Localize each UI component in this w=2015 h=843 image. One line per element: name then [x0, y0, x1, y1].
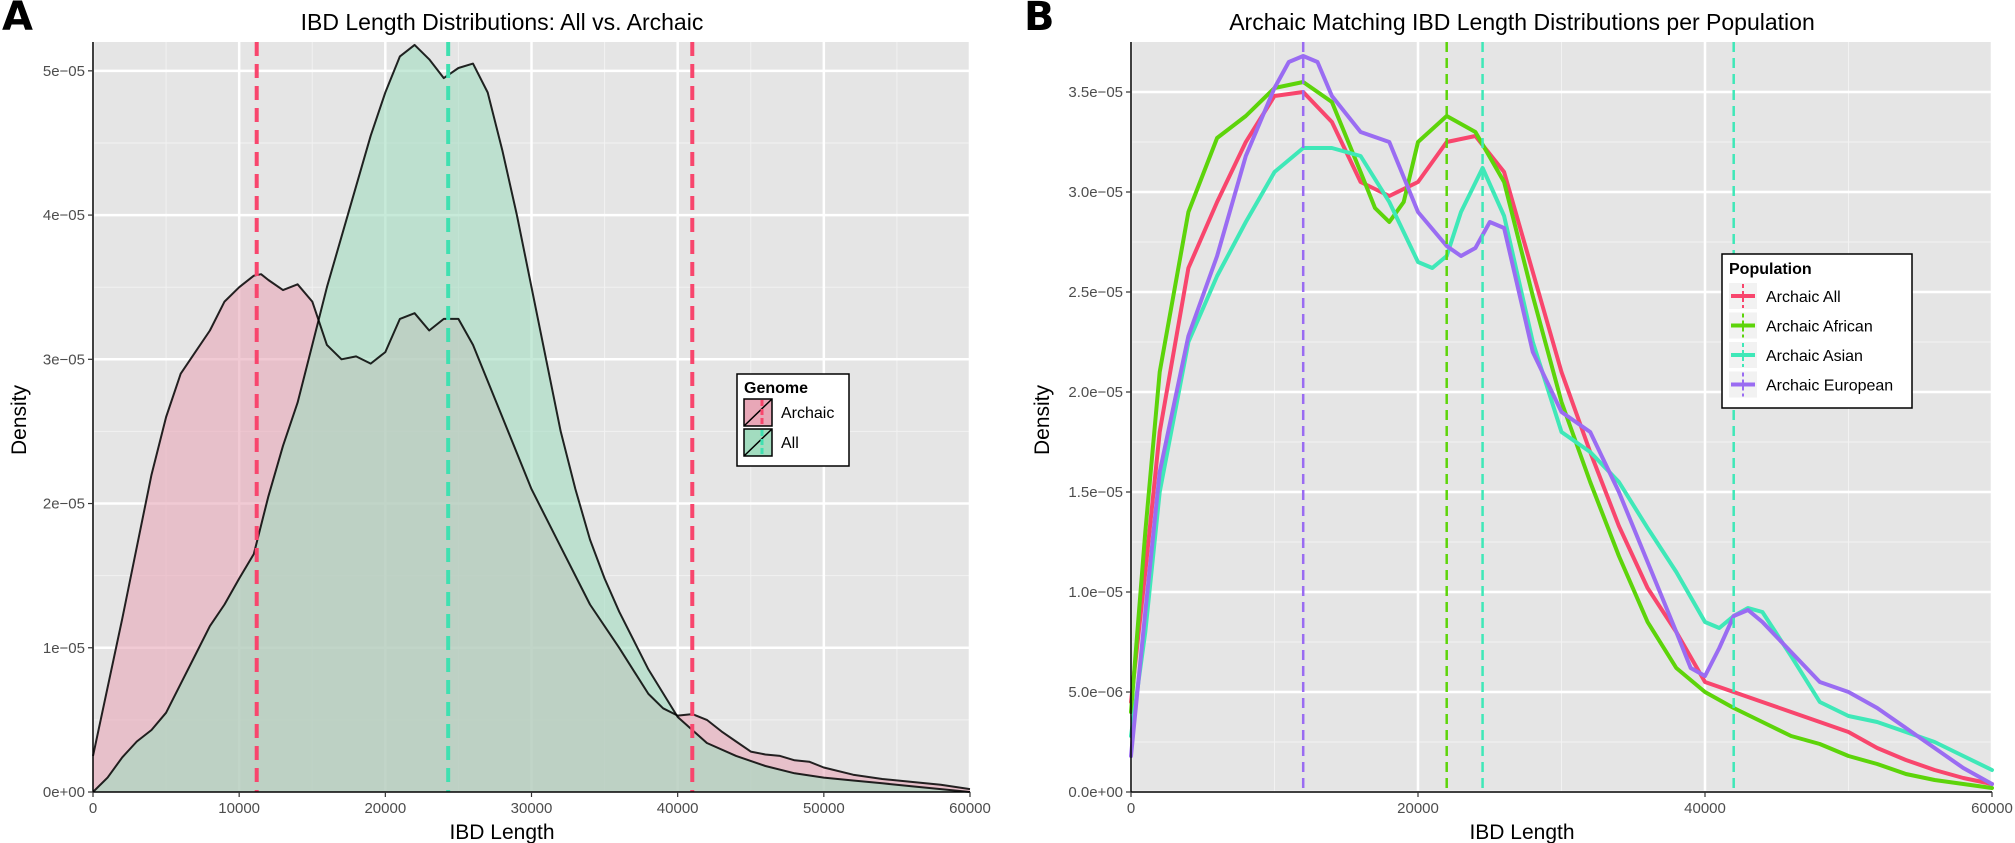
panel-a-legend-title: Genome	[744, 380, 808, 397]
panel-b-y-tick-label: 1.0e−05	[1068, 584, 1123, 601]
panel-a-x-tick-label: 20000	[364, 800, 406, 817]
panel-b-x-axis-title: IBD Length	[1469, 821, 1574, 843]
panel-b-legend-label: Archaic European	[1766, 378, 1893, 395]
panel-b-y-tick-label: 3.5e−05	[1068, 84, 1123, 101]
panel-b-legend-label: Archaic African	[1766, 319, 1873, 336]
panel-a: A IBD Length Distributions: All vs. Arch…	[2, 0, 991, 843]
panel-b-y-tick-label: 2.0e−05	[1068, 384, 1123, 401]
panel-b-y-tick-label: 2.5e−05	[1068, 284, 1123, 301]
panel-b-letter: B	[1024, 0, 1055, 40]
panel-b-legend-label: Archaic Asian	[1766, 348, 1863, 365]
panel-b-x-tick-label: 0	[1127, 800, 1135, 817]
panel-b-legend-entry-archaic-african: Archaic African	[1729, 312, 1873, 339]
panel-a-legend: Genome Archaic All	[736, 373, 850, 467]
panel-b-y-tick-label: 1.5e−05	[1068, 484, 1123, 501]
panel-a-area-all	[93, 44, 970, 792]
panel-a-y-tick-label: 0e+00	[43, 784, 85, 801]
panel-b-line-archaic-asian	[1129, 146, 1994, 772]
panel-b-x-tick-label: 60000	[1971, 800, 2013, 817]
panel-b-vlines	[1301, 42, 1735, 792]
panel-b-y-tick-label: 0.0e+00	[1068, 784, 1123, 801]
panel-a-x-ticks: 0 10000 20000 30000 40000 50000 60000	[89, 792, 991, 817]
panel-a-legend-entry-all: All	[743, 428, 799, 457]
panel-b-legend: Population Archaic All Archaic African Arc…	[1721, 253, 1913, 409]
panel-b-x-ticks: 0 20000 40000 60000	[1127, 792, 2013, 817]
panel-a-legend-entry-archaic: Archaic	[743, 398, 834, 427]
panel-a-density-areas	[92, 43, 971, 793]
panel-a-outline-all	[92, 43, 971, 793]
panel-b-x-tick-label: 40000	[1684, 800, 1726, 817]
panel-a-x-tick-label: 30000	[511, 800, 553, 817]
panel-b-legend-title: Population	[1729, 261, 1812, 278]
panel-b-density-lines	[1129, 54, 1994, 790]
panel-a-x-tick-label: 60000	[949, 800, 991, 817]
panel-a-y-tick-label: 3e−05	[43, 351, 85, 368]
panel-a-legend-key-slash	[743, 428, 773, 457]
panel-b-line-archaic-european	[1129, 54, 1994, 786]
panel-a-y-tick-label: 5e−05	[43, 63, 85, 80]
panel-a-y-axis-title: Density	[8, 384, 31, 455]
panel-a-x-tick-label: 50000	[803, 800, 845, 817]
panel-b-line-archaic-african	[1129, 80, 1994, 790]
panel-a-x-tick-label: 0	[89, 800, 97, 817]
panel-b-y-axis-title: Density	[1031, 384, 1054, 455]
panel-a-legend-label: All	[781, 435, 799, 452]
panel-a-legend-key-slash	[743, 398, 773, 427]
panel-b-y-ticks: 0.0e+00 5.0e−06 1.0e−05 1.5e−05 2.0e−05 2.5e−…	[1068, 84, 1131, 801]
panel-a-title: IBD Length Distributions: All vs. Archai…	[301, 9, 704, 35]
panel-b-title: Archaic Matching IBD Length Distribution…	[1229, 9, 1815, 35]
panel-a-vlines	[254, 42, 695, 792]
panel-a-y-ticks: 0e+00 1e−05 2e−05 3e−05 4e−05 5e−05	[43, 63, 93, 801]
panel-b-y-tick-label: 5.0e−06	[1068, 684, 1123, 701]
panel-a-legend-label: Archaic	[781, 405, 834, 422]
panel-b-legend-entry-archaic-all: Archaic All	[1729, 283, 1841, 309]
panel-b-legend-label: Archaic All	[1766, 289, 1841, 306]
panel-a-x-tick-label: 40000	[657, 800, 699, 817]
panel-b-line-archaic-all	[1129, 90, 1994, 786]
panel-b-x-tick-label: 20000	[1397, 800, 1439, 817]
panel-a-outline-archaic	[92, 273, 971, 791]
panel-a-letter: A	[2, 0, 33, 40]
panel-b: B Archaic Matching IBD Length Distributi…	[1024, 0, 2013, 843]
panel-a-x-tick-label: 10000	[218, 800, 260, 817]
panel-a-y-tick-label: 2e−05	[43, 496, 85, 513]
panel-b-legend-entry-archaic-asian: Archaic Asian	[1729, 342, 1863, 368]
panel-b-legend-entry-archaic-european: Archaic European	[1729, 371, 1893, 398]
panel-a-y-tick-label: 4e−05	[43, 207, 85, 224]
panel-a-x-axis-title: IBD Length	[449, 821, 554, 843]
panel-b-y-tick-label: 3.0e−05	[1068, 184, 1123, 201]
panel-a-y-tick-label: 1e−05	[43, 640, 85, 657]
